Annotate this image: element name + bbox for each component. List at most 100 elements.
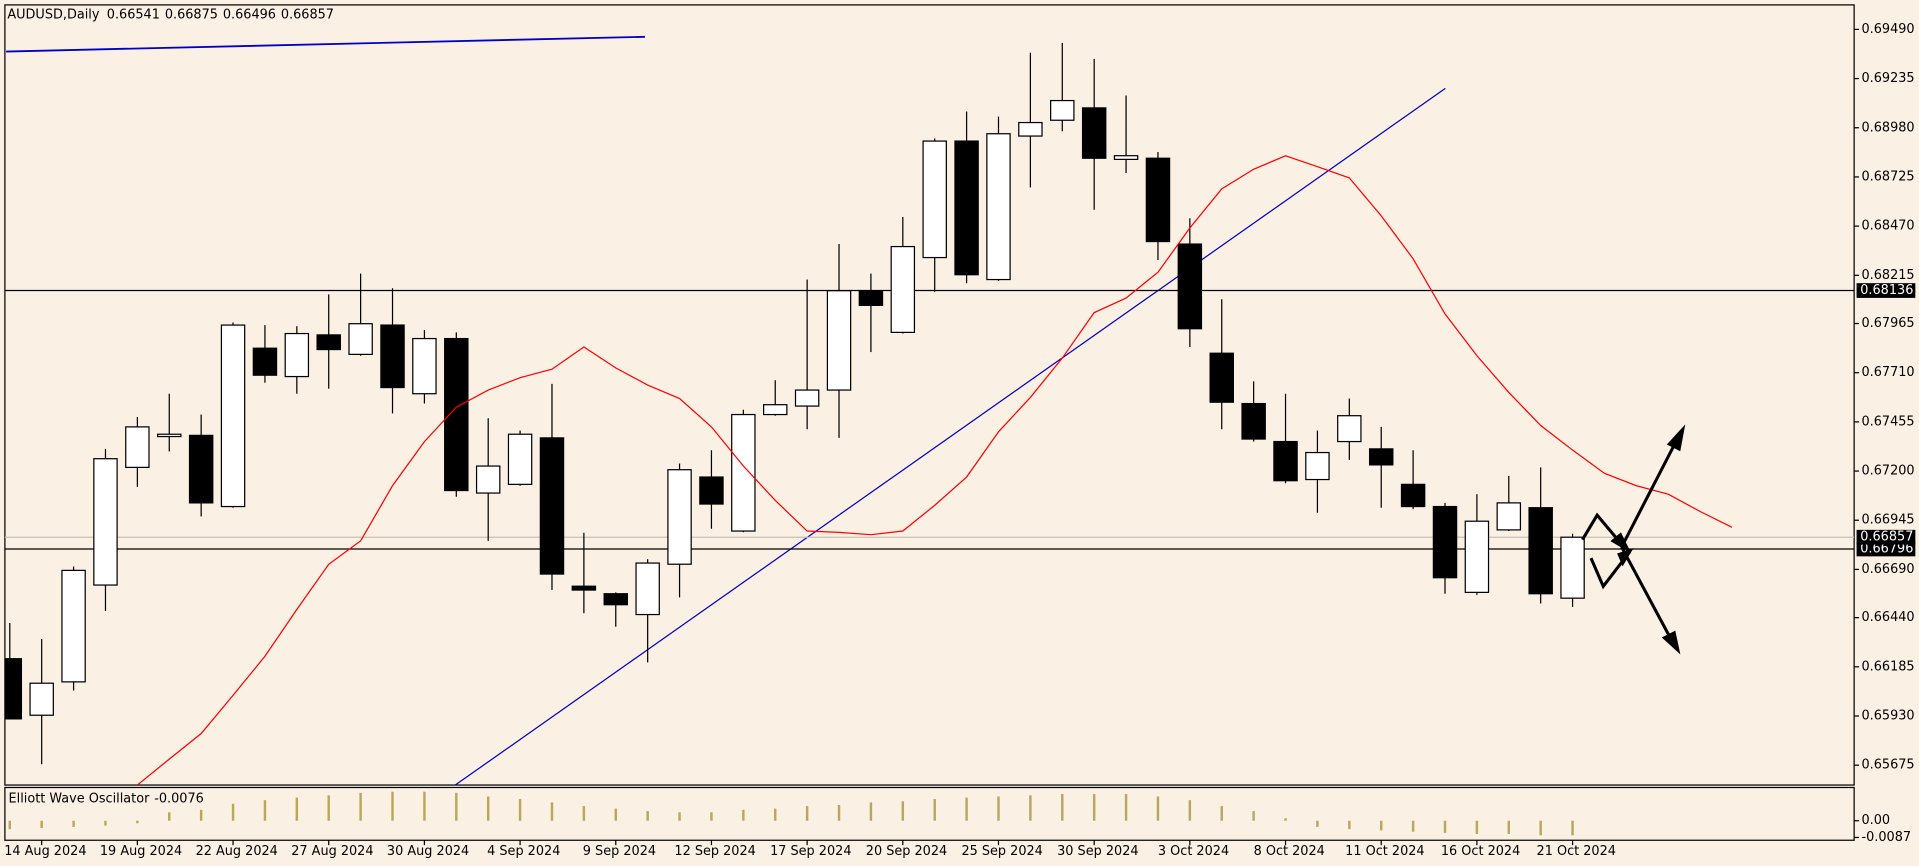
candle-body — [762, 404, 788, 416]
candle-body — [1113, 155, 1139, 161]
candle-body — [1273, 440, 1298, 482]
close: 0.66857 — [281, 7, 334, 22]
y-tick-label: 0.66185 — [1861, 659, 1914, 674]
x-tick-label: 25 Sep 2024 — [961, 844, 1042, 859]
x-tick-label: 17 Sep 2024 — [770, 844, 851, 859]
wave-arrows — [1581, 424, 1686, 655]
candle-body — [444, 337, 469, 492]
candle-body — [1464, 520, 1490, 593]
x-tick-label: 30 Aug 2024 — [387, 844, 469, 859]
x-tick-label: 3 Oct 2024 — [1158, 844, 1229, 859]
candle-body — [252, 347, 278, 376]
price-label-bg — [1856, 541, 1916, 557]
candle-body — [507, 433, 533, 485]
candle-body — [316, 334, 341, 351]
candle-body — [1432, 505, 1458, 579]
y-tick-label: 0.65675 — [1861, 758, 1914, 773]
candle-body — [1050, 99, 1075, 121]
y-tick-label: 0.66945 — [1861, 513, 1914, 528]
candle-body — [157, 433, 182, 438]
candle-body — [826, 290, 852, 391]
high: 0.66875 — [165, 7, 218, 22]
x-tick-label: 22 Aug 2024 — [196, 844, 278, 859]
price-label: 0.68136 — [1860, 283, 1913, 298]
candle-body — [922, 140, 947, 259]
x-tick-label: 20 Sep 2024 — [866, 844, 947, 859]
candle-body — [794, 389, 820, 407]
trend-line — [6, 35, 645, 53]
y-tick-label: 0.67965 — [1861, 316, 1914, 331]
y-tick-label: 0.67455 — [1861, 414, 1914, 429]
y-tick-label: 0.67710 — [1861, 365, 1914, 380]
y-tick-label: 0.66690 — [1861, 562, 1914, 577]
y-tick-label: -0.0087 — [1861, 830, 1911, 845]
candle-body — [731, 413, 756, 532]
candle-body — [4, 658, 23, 720]
candle-body — [284, 332, 310, 378]
candle-body — [1400, 483, 1426, 508]
candle-body — [667, 469, 692, 565]
y-tick-label: 0.68215 — [1861, 268, 1914, 283]
candle-body — [1368, 448, 1394, 466]
x-tick-label: 8 Oct 2024 — [1254, 844, 1325, 859]
candle-body — [539, 437, 565, 575]
arrow — [1581, 512, 1626, 549]
y-tick-label: 0.68470 — [1861, 219, 1914, 234]
x-tick-label: 14 Aug 2024 — [4, 844, 86, 859]
x-tick-label: 9 Sep 2024 — [583, 844, 656, 859]
low: 0.66496 — [223, 7, 276, 22]
price-label: 0.66857 — [1860, 530, 1913, 545]
candle-body — [858, 290, 884, 307]
y-tick-label: 0.00 — [1861, 813, 1890, 828]
y-tick-label: 0.68980 — [1861, 120, 1914, 135]
candle-body — [125, 426, 150, 469]
candle-body — [220, 324, 246, 508]
price-label-bg — [1856, 529, 1916, 545]
candle-body — [1177, 243, 1203, 330]
arrow — [1620, 546, 1676, 646]
candle-body — [475, 465, 501, 494]
candle-body — [1241, 402, 1266, 440]
chart-header: AUDUSD,Daily 0.66541 0.66875 0.66496 0.66857 — [7, 7, 334, 22]
x-tick-label: 30 Sep 2024 — [1057, 844, 1138, 859]
candle-body — [1560, 536, 1585, 599]
arrow — [1589, 553, 1629, 590]
candle-body — [1018, 121, 1043, 137]
y-tick-label: 0.65930 — [1861, 708, 1914, 723]
x-tick-label: 19 Aug 2024 — [100, 844, 182, 859]
arrow-head — [1610, 532, 1632, 554]
arrow-head — [1661, 630, 1681, 655]
candle-body — [1337, 415, 1362, 443]
oscillator-title: Elliott Wave Oscillator — [9, 791, 151, 806]
candle-body — [986, 133, 1011, 281]
y-tick-label: 0.69235 — [1861, 71, 1914, 86]
y-tick-label: 0.66440 — [1861, 610, 1914, 625]
main-panel — [4, 4, 1855, 786]
candle-body — [699, 476, 724, 505]
candle-body — [1209, 352, 1234, 403]
candle-body — [380, 324, 405, 389]
candle-body — [412, 337, 437, 395]
trend-line — [454, 87, 1446, 786]
oscillator-header: Elliott Wave Oscillator -0.0076 — [9, 791, 204, 806]
x-tick-label: 27 Aug 2024 — [291, 844, 373, 859]
candle-body — [348, 323, 373, 355]
oscillator-panel — [4, 786, 1855, 841]
candles — [4, 42, 1733, 786]
candle-body — [93, 458, 118, 586]
x-tick-label: 12 Sep 2024 — [674, 844, 755, 859]
candle-body — [603, 593, 629, 606]
arrow-head — [1666, 424, 1686, 452]
candle-body — [1145, 157, 1171, 243]
candle-body — [29, 682, 54, 716]
price-label: 0.66796 — [1860, 541, 1913, 556]
x-tick-label: 11 Oct 2024 — [1345, 844, 1424, 859]
candle-body — [188, 434, 214, 504]
symbol: AUDUSD,Daily — [7, 7, 99, 22]
price-label-bg — [1856, 283, 1916, 298]
candle-body — [1496, 502, 1522, 531]
moving-average — [136, 155, 1733, 786]
candle-body — [890, 245, 916, 334]
x-tick-label: 4 Sep 2024 — [487, 844, 560, 859]
